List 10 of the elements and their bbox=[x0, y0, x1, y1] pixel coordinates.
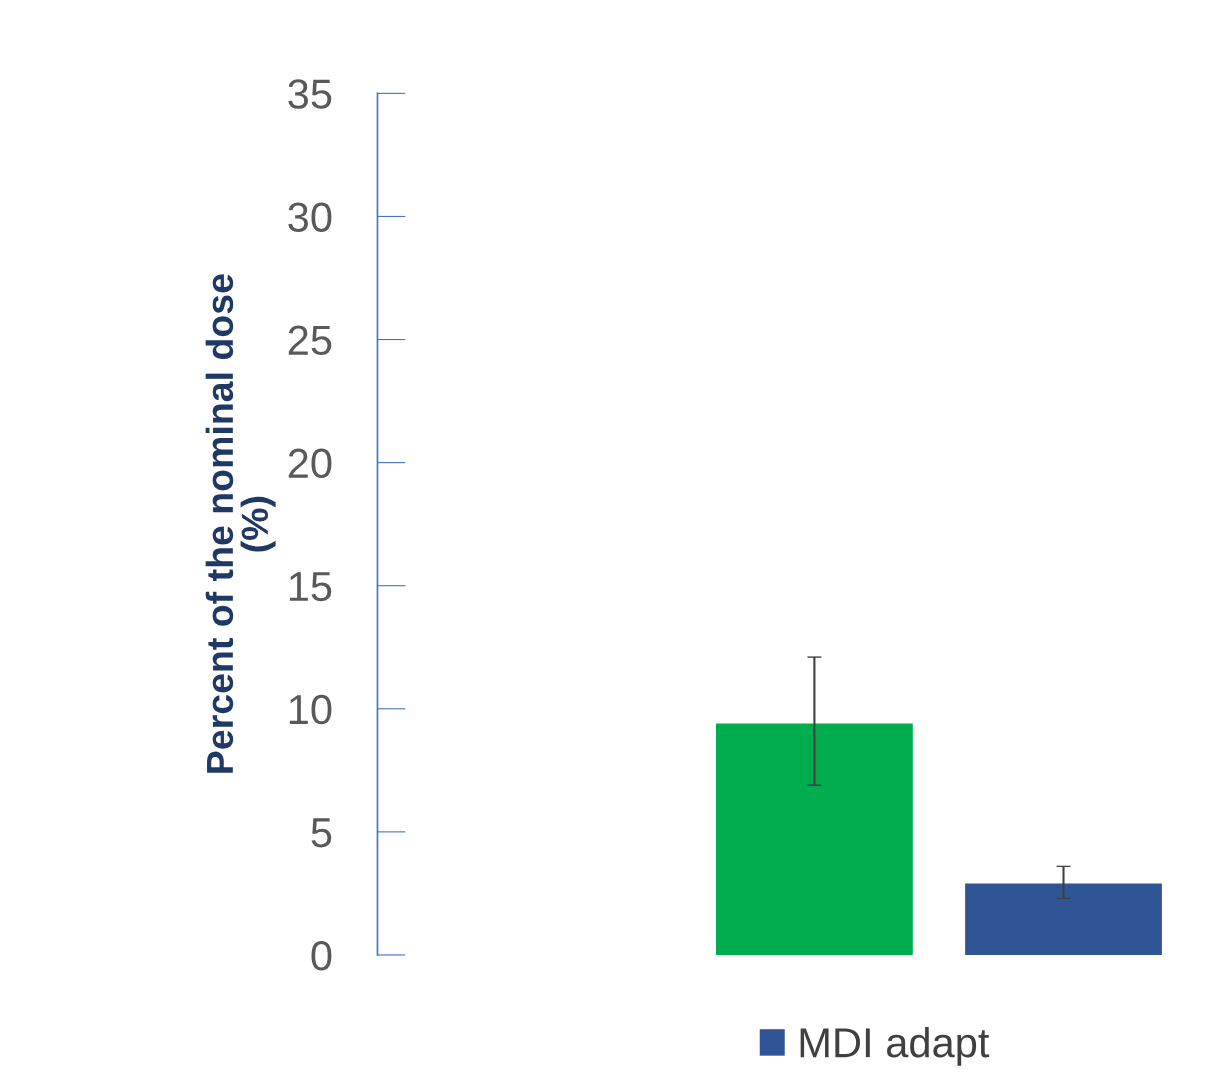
y-tick-label: 35 bbox=[288, 79, 332, 109]
y-tick-label: 30 bbox=[288, 202, 332, 232]
y-tick-label: 20 bbox=[288, 448, 332, 479]
y-tick-label: 15 bbox=[289, 572, 332, 602]
legend-label: MDI adapt bbox=[800, 1026, 990, 1066]
y-tick-label: 0 bbox=[311, 940, 332, 971]
y-axis-title: Percent of the nominal dose (%) bbox=[205, 274, 276, 773]
y-tick-label: 25 bbox=[288, 325, 332, 356]
y-tick-label: 10 bbox=[289, 694, 332, 725]
y-tick-label: 5 bbox=[311, 818, 332, 848]
